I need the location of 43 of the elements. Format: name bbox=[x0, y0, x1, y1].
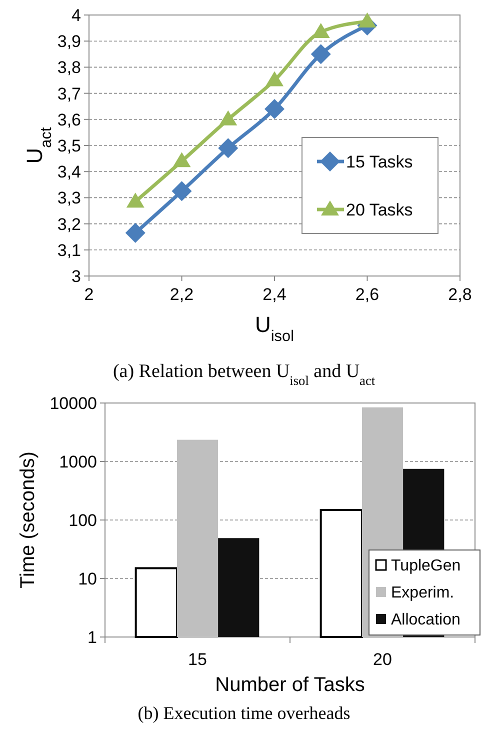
legend-label: 20 Tasks bbox=[346, 200, 413, 220]
legend-label: TupleGen bbox=[391, 558, 461, 575]
point bbox=[126, 192, 144, 208]
y-tick-label: 1 bbox=[88, 628, 97, 647]
x-axis-title: U$_{isol}$ bbox=[255, 312, 294, 344]
point bbox=[266, 71, 284, 86]
y-tick-label: 3 bbox=[72, 266, 81, 286]
x-tick-label: 2,8 bbox=[448, 285, 472, 304]
y-tick-label: 3,2 bbox=[57, 214, 81, 234]
y-tick-label: 3,7 bbox=[57, 84, 81, 104]
x-tick-label: 2,6 bbox=[355, 285, 380, 304]
point bbox=[264, 98, 284, 119]
x-tick-label: 20 bbox=[373, 650, 392, 669]
legend-label: Allocation bbox=[391, 612, 460, 629]
y-tick-label: 3,4 bbox=[57, 162, 81, 182]
x-tick-label: 2,2 bbox=[170, 285, 194, 304]
y-tick-label: 3,6 bbox=[57, 110, 81, 130]
y-tick-label: 3,9 bbox=[57, 32, 81, 52]
y-tick-label: 3,3 bbox=[57, 188, 81, 208]
y-tick-label: 100 bbox=[68, 510, 97, 530]
y-tick-label: 3,1 bbox=[57, 240, 81, 260]
y-tick-label: 3,8 bbox=[57, 58, 81, 78]
point bbox=[358, 12, 376, 28]
y-tick-label: 1000 bbox=[59, 452, 97, 472]
text: (b) Execution time overheads bbox=[138, 703, 350, 723]
y-tick-label: 3,5 bbox=[57, 136, 81, 156]
x-tick-label: 2 bbox=[84, 285, 94, 304]
x-tick-label: 15 bbox=[188, 650, 207, 669]
legend-label: 15 Tasks bbox=[346, 152, 413, 172]
point bbox=[125, 222, 146, 243]
point bbox=[219, 110, 238, 126]
point bbox=[310, 44, 331, 64]
point bbox=[218, 138, 238, 158]
point bbox=[172, 181, 192, 202]
x-tick-label: 2,4 bbox=[262, 285, 286, 304]
y-tick-label: 10 bbox=[78, 569, 97, 588]
y-tick-label: 10000 bbox=[50, 394, 97, 413]
x-axis-title: Number of Tasks bbox=[215, 674, 365, 696]
text: (a) Relation between U$_{isol}$ and U$_{act}$ bbox=[112, 361, 376, 388]
legend-label: Experim. bbox=[391, 584, 454, 602]
point bbox=[172, 152, 191, 168]
y-tick-label: 4 bbox=[72, 6, 81, 25]
y-axis-title: Time (seconds) bbox=[17, 451, 39, 589]
